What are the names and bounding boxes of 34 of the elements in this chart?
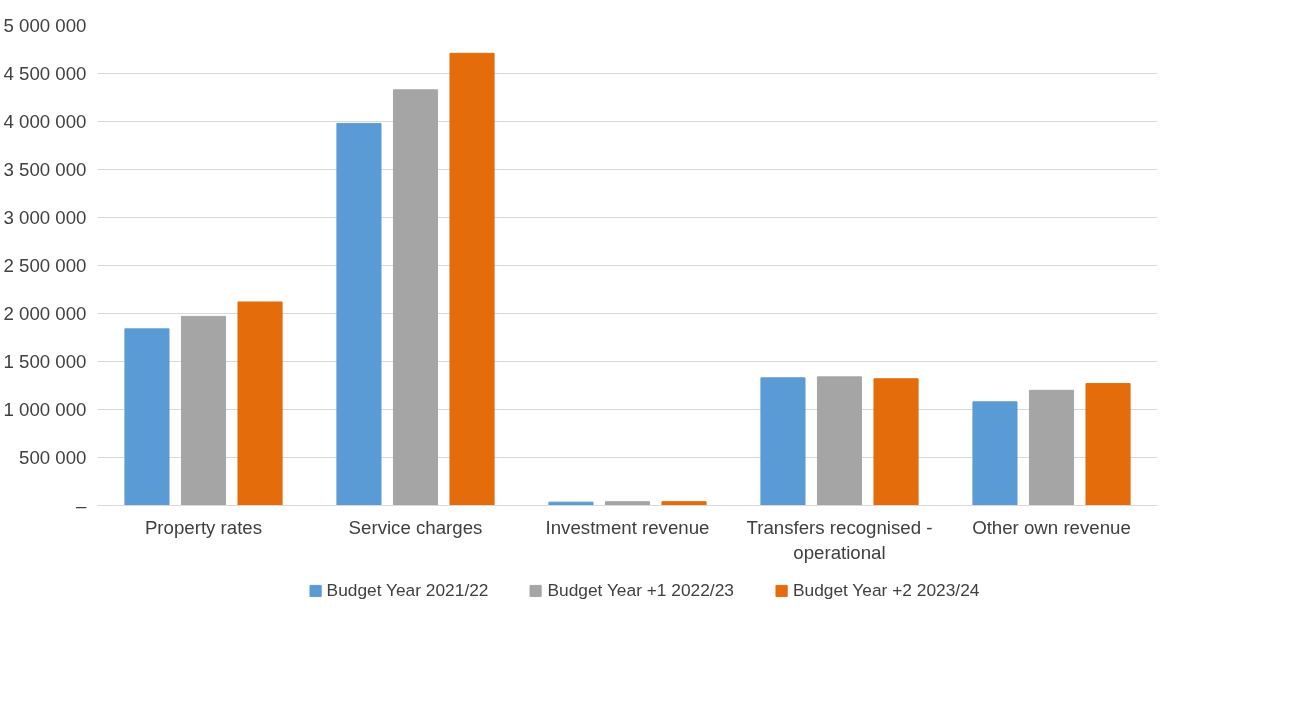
y-tick-label: 5 000 000 bbox=[3, 15, 87, 36]
legend-label: Budget Year +1 2022/23 bbox=[547, 579, 734, 601]
y-tick-label: 4 500 000 bbox=[3, 63, 87, 84]
y-tick-label: 2 000 000 bbox=[3, 303, 87, 324]
x-tick-label: Service charges bbox=[348, 516, 483, 538]
y-tick-label: 3 000 000 bbox=[3, 207, 87, 228]
bar bbox=[604, 501, 651, 506]
bar bbox=[180, 315, 227, 506]
bar bbox=[392, 89, 439, 506]
y-tick-label: 3 500 000 bbox=[3, 159, 87, 180]
bar bbox=[1085, 383, 1131, 506]
y-tick-label: 1 500 000 bbox=[3, 351, 87, 372]
y-tick-label: – bbox=[76, 495, 88, 516]
bar bbox=[336, 122, 382, 506]
bar bbox=[816, 376, 863, 506]
y-tick-label: 4 000 000 bbox=[3, 111, 87, 132]
bar bbox=[972, 401, 1018, 506]
bar bbox=[237, 301, 283, 506]
bar bbox=[548, 501, 594, 506]
bar bbox=[1028, 389, 1075, 506]
x-tick-label: Investment revenue bbox=[545, 516, 710, 538]
x-tick-label: Property rates bbox=[144, 516, 263, 538]
bar bbox=[873, 378, 919, 506]
y-tick-label: 1 000 000 bbox=[3, 399, 87, 420]
y-tick-label: 2 500 000 bbox=[3, 255, 87, 276]
bar bbox=[449, 52, 495, 506]
x-tick-label: Transfers recognised - operational bbox=[746, 516, 933, 563]
legend-label: Budget Year +2 2023/24 bbox=[792, 579, 980, 601]
bar bbox=[661, 501, 707, 506]
bar bbox=[760, 377, 806, 506]
y-tick-label: 500 000 bbox=[19, 447, 87, 468]
x-tick-label: Other own revenue bbox=[972, 516, 1131, 538]
legend-label: Budget Year 2021/22 bbox=[326, 579, 489, 601]
bar bbox=[124, 328, 170, 506]
